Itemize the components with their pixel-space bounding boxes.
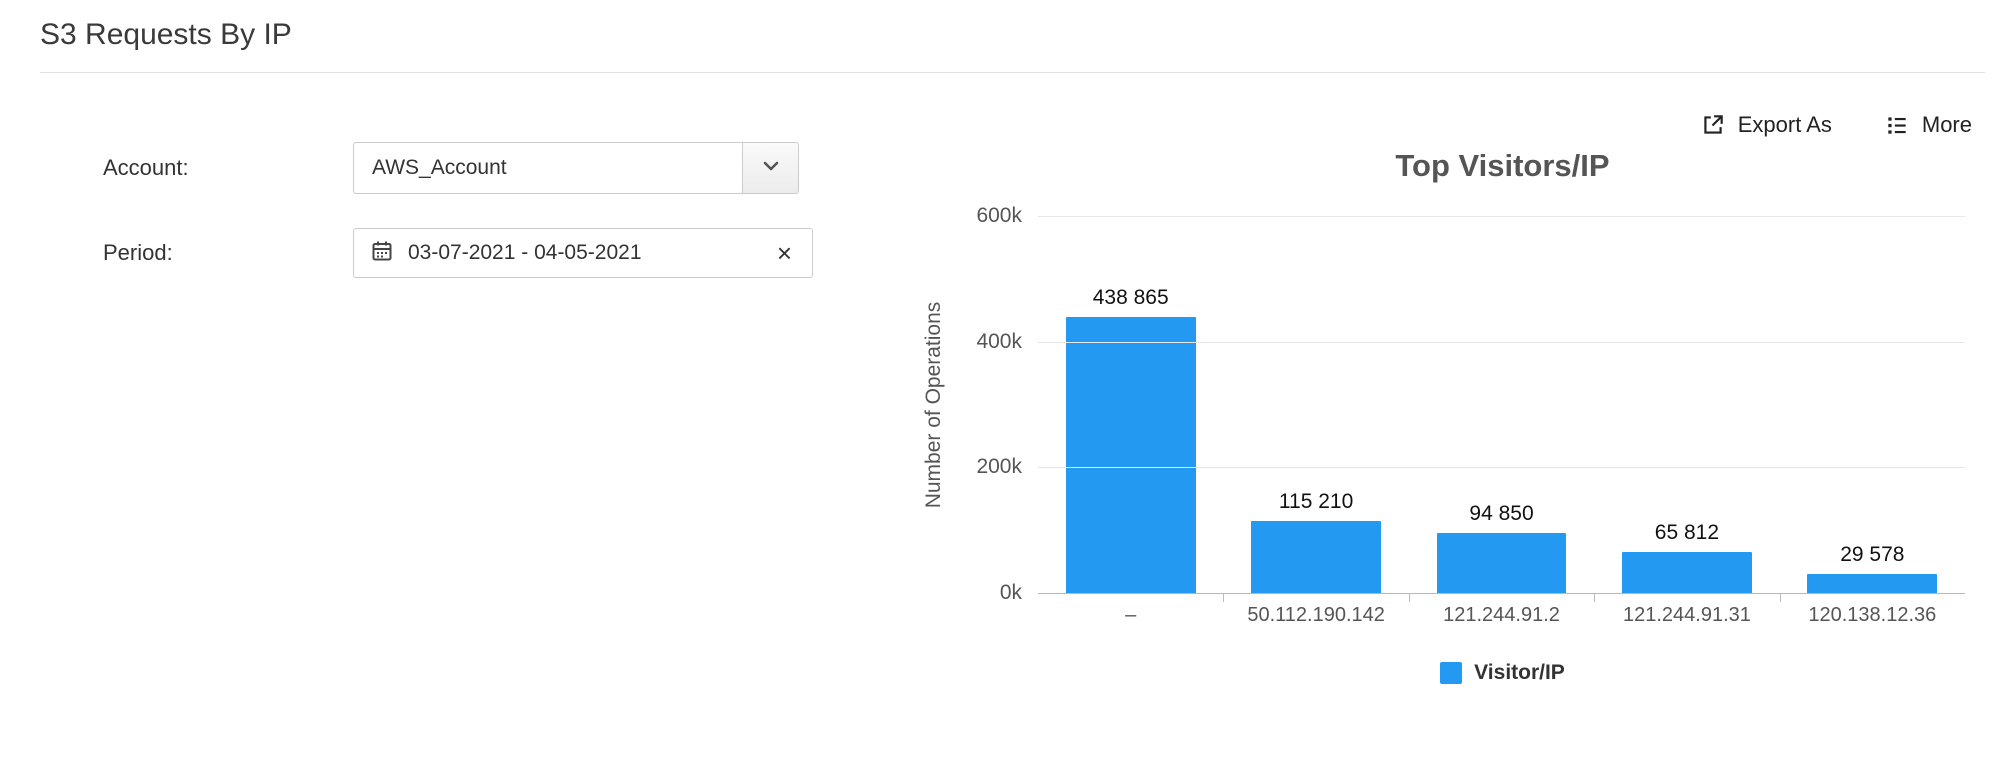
legend-label: Visitor/IP <box>1474 661 1565 684</box>
account-select: AWS_Account <box>353 142 799 194</box>
x-axis-category-label: 121.244.91.31 <box>1622 604 1751 626</box>
toolbar: Export As More <box>1700 112 1972 138</box>
period-label: Period: <box>103 240 173 265</box>
period-row: Period: 03-07-2021 - 04-05-2 <box>103 228 813 278</box>
bar-group: 438 865 <box>1038 216 1223 593</box>
x-axis-category-label: 50.112.190.142 <box>1247 604 1385 626</box>
x-axis-tick <box>1594 593 1596 602</box>
account-label: Account: <box>103 155 189 180</box>
y-tick-label: 0k <box>999 581 1022 604</box>
bar-value-label: 29 578 <box>1840 543 1905 567</box>
page-title: S3 Requests By IP <box>40 18 292 51</box>
bar-value-label: 94 850 <box>1469 502 1534 526</box>
x-axis-category-label: – <box>1125 604 1137 626</box>
bars-container: 438 865 115 210 94 850 65 812 29 578 <box>1038 216 1965 593</box>
chevron-down-icon <box>759 154 783 183</box>
more-label: More <box>1921 112 1972 137</box>
more-icon <box>1884 112 1910 138</box>
plot-area: Number of Operations 438 865 115 210 94 85… <box>922 204 1965 604</box>
bar-value-label: 115 210 <box>1278 489 1354 513</box>
bar[interactable] <box>1807 574 1938 593</box>
bar-group: 115 210 <box>1223 216 1408 593</box>
x-axis-category-label: 121.244.91.2 <box>1443 604 1560 626</box>
x-axis-labels: – 50.112.190.142 121.244.91.2 121.244.91.31… <box>1038 604 1965 627</box>
y-tick-label: 200k <box>976 455 1022 479</box>
export-icon <box>1700 112 1726 138</box>
bar-group: 29 578 <box>1780 216 1965 593</box>
bar-chart: Top Visitors/IP Number of Operations 438… <box>922 148 1985 685</box>
bar[interactable] <box>1622 551 1752 593</box>
account-select-dropdown-button[interactable] <box>743 142 799 194</box>
legend-swatch <box>1440 662 1463 684</box>
chart-title: Top Visitors/IP <box>1395 148 1610 183</box>
period-input[interactable]: 03-07-2021 - 04-05-2021 × <box>353 228 813 278</box>
y-axis-title: Number of Operations <box>922 301 945 508</box>
bar-value-label: 438 865 <box>1092 286 1169 310</box>
account-row: Account: AWS_Account <box>103 142 813 194</box>
y-tick-label: 600k <box>976 204 1022 227</box>
bar-value-label: 65 812 <box>1654 520 1720 544</box>
bar[interactable] <box>1065 317 1196 593</box>
period-value: 03-07-2021 - 04-05-2021 <box>408 241 642 264</box>
bar[interactable] <box>1436 533 1567 593</box>
export-as-label: Export As <box>1737 112 1832 137</box>
bar-group: 65 812 <box>1594 216 1779 593</box>
x-axis-tick <box>1408 593 1410 602</box>
gridline <box>1038 341 1965 343</box>
more-button[interactable]: More <box>1884 112 1972 138</box>
gridline <box>1038 467 1965 469</box>
filter-form: Account: AWS_Account Period: <box>103 142 813 312</box>
x-axis-tick <box>1779 593 1781 602</box>
x-axis-tick <box>1223 593 1225 602</box>
header-divider <box>40 72 1985 73</box>
gridline <box>1038 216 1965 217</box>
x-axis-category-label: 120.138.12.36 <box>1808 604 1937 626</box>
account-select-value[interactable]: AWS_Account <box>353 142 743 194</box>
export-as-button[interactable]: Export As <box>1700 112 1832 138</box>
calendar-icon[interactable] <box>370 239 394 268</box>
period-clear-button[interactable]: × <box>776 238 792 268</box>
bar[interactable] <box>1251 520 1381 593</box>
y-tick-label: 400k <box>976 329 1022 353</box>
legend-item[interactable]: Visitor/IP <box>1020 661 1985 685</box>
bar-group: 94 850 <box>1409 216 1594 593</box>
